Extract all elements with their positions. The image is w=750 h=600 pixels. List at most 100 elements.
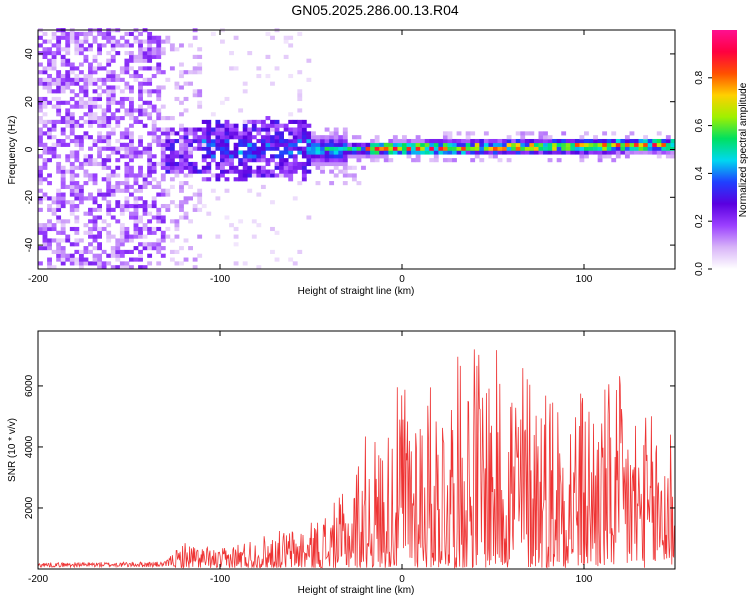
spectrogram-cell xyxy=(242,261,248,266)
spectrogram-cell xyxy=(51,43,57,48)
spectrogram-cell xyxy=(215,135,221,140)
spectrogram-cell xyxy=(256,146,262,151)
spectrogram-cell xyxy=(197,146,203,151)
spectrogram-cell xyxy=(56,81,62,86)
spectrogram-cell xyxy=(160,142,166,147)
spectrogram-y-tick-label: -20 xyxy=(24,190,35,205)
spectrogram-cell xyxy=(119,234,125,239)
spectrogram-cell xyxy=(74,73,80,79)
spectrogram-cell xyxy=(297,96,303,102)
spectrogram-cell xyxy=(78,135,84,140)
spectrogram-cell xyxy=(197,135,203,140)
spectrogram-cell xyxy=(60,35,66,40)
spectrogram-cell xyxy=(529,138,535,144)
spectrogram-cell xyxy=(101,66,107,71)
spectrogram-cell xyxy=(529,142,535,147)
spectrogram-cell xyxy=(142,150,148,155)
spectrogram-cell xyxy=(74,249,80,254)
spectrogram-cell xyxy=(42,85,48,90)
spectrogram-cell xyxy=(265,173,271,178)
spectrogram-cell xyxy=(47,51,52,56)
spectrogram-cell xyxy=(97,96,102,102)
spectrogram-cell xyxy=(670,142,676,147)
spectrogram-cell xyxy=(215,131,221,136)
spectrogram-cell xyxy=(447,146,453,151)
spectrogram-cell xyxy=(156,39,162,44)
spectrogram-cell xyxy=(242,169,248,174)
spectrogram-cell xyxy=(42,100,48,105)
spectrogram-cell xyxy=(69,211,75,216)
spectrogram-cell xyxy=(124,196,130,201)
spectrogram-cell xyxy=(324,146,330,151)
spectrogram-cell xyxy=(133,211,139,216)
spectrogram-cell xyxy=(110,100,116,105)
spectrogram-cell xyxy=(115,77,121,82)
spectrogram-cell xyxy=(142,123,148,128)
spectrogram-cell xyxy=(288,161,294,167)
spectrogram-cell xyxy=(124,230,130,235)
spectrogram-cell xyxy=(129,73,134,79)
spectrogram-cell xyxy=(60,127,66,132)
spectrogram-cell xyxy=(74,238,80,243)
spectrogram-cell xyxy=(242,165,248,170)
spectrogram-cell xyxy=(156,192,162,197)
spectrogram-cell xyxy=(665,150,671,155)
spectrogram-cell xyxy=(101,249,107,254)
spectrogram-cell xyxy=(74,230,80,235)
spectrogram-cell xyxy=(301,127,307,132)
spectrogram-cell xyxy=(147,77,153,82)
spectrogram-cell xyxy=(274,135,280,140)
spectrogram-cell xyxy=(488,146,494,151)
spectrogram-cell xyxy=(160,188,166,193)
spectrogram-cell xyxy=(292,154,298,159)
spectrogram-cell xyxy=(165,226,171,232)
spectrogram-cell xyxy=(265,142,271,147)
spectrogram-cell xyxy=(106,173,112,178)
spectrogram-cell xyxy=(274,154,280,159)
spectrogram-cell xyxy=(60,116,66,121)
spectrogram-cell xyxy=(665,154,671,159)
spectrogram-x-ticks: -200 -100 0 100 xyxy=(28,30,593,285)
spectrogram-cell xyxy=(69,123,75,128)
spectrogram-cell xyxy=(169,177,175,182)
spectrogram-cell xyxy=(124,43,130,48)
spectrogram-cell xyxy=(179,246,184,251)
spectrogram-cell xyxy=(297,89,303,94)
spectrogram-cell xyxy=(210,131,216,136)
spectrogram-cell xyxy=(315,150,321,155)
spectrogram-cell xyxy=(520,138,526,144)
spectrogram-cell xyxy=(488,142,494,147)
spectrogram-cell xyxy=(133,246,139,251)
spectrogram-x-tick-label: -100 xyxy=(210,274,230,285)
spectrogram-cell xyxy=(97,31,102,37)
spectrogram-cell xyxy=(138,138,143,144)
spectrogram-cell xyxy=(361,150,366,155)
spectrogram-cell xyxy=(292,196,298,201)
spectrogram-cell xyxy=(279,161,284,167)
spectrogram-cell xyxy=(220,123,225,128)
spectrogram-cell xyxy=(251,127,257,132)
spectrogram-cell xyxy=(106,238,112,243)
colorbar-label: Normalized spectral amplitude xyxy=(738,82,749,217)
spectrogram-cell xyxy=(124,154,130,159)
spectrogram-cell xyxy=(160,246,166,251)
spectrogram-cell xyxy=(179,73,184,79)
spectrogram-cell xyxy=(138,242,143,247)
spectrogram-cell xyxy=(147,142,153,147)
spectrogram-cell xyxy=(174,169,180,174)
spectrogram-cell xyxy=(74,226,80,232)
spectrogram-cell xyxy=(106,158,112,163)
spectrogram-cell xyxy=(97,104,102,109)
spectrogram-y-tick-label: 40 xyxy=(24,48,35,60)
spectrogram-cell xyxy=(392,142,398,147)
spectrogram-cell xyxy=(74,123,80,128)
spectrogram-cell xyxy=(174,234,180,239)
spectrogram-cell xyxy=(138,135,143,140)
spectrogram-cell xyxy=(411,158,416,163)
spectrogram-cell xyxy=(119,131,125,136)
spectrogram-cell xyxy=(188,165,193,170)
spectrogram-cell xyxy=(192,131,198,136)
spectrogram-cell xyxy=(274,173,280,178)
spectrogram-cell xyxy=(383,158,389,163)
spectrogram-cell xyxy=(306,150,312,155)
